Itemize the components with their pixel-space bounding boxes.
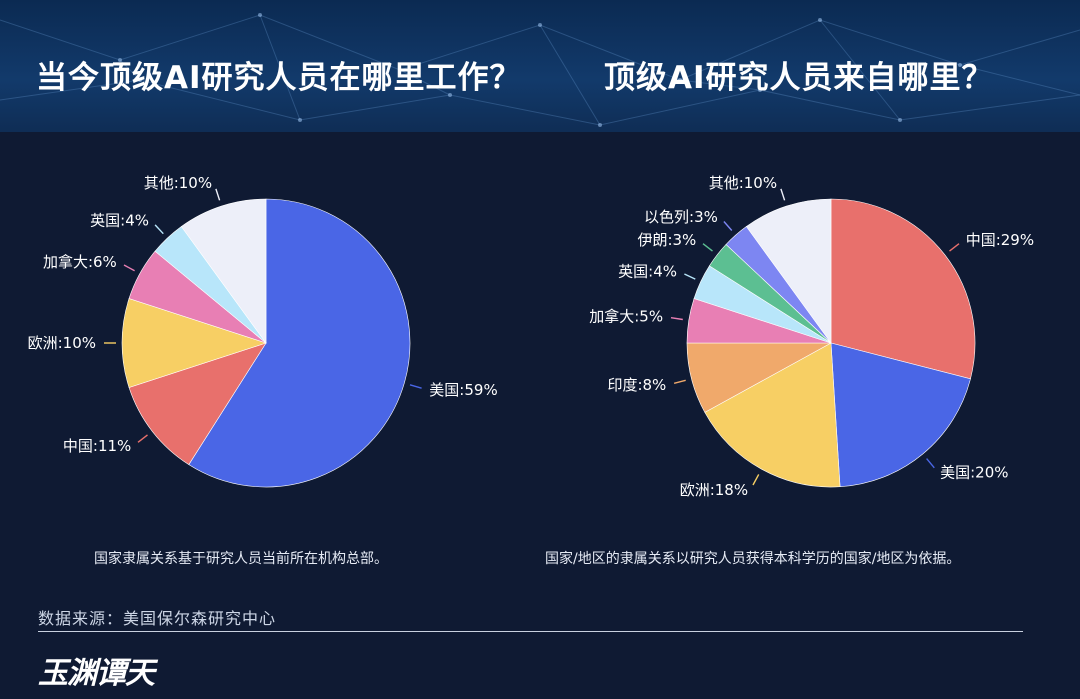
pie-slice	[830, 342, 971, 488]
chart-note-right: 国家/地区的隶属关系以研究人员获得本科学历的国家/地区为依据。	[545, 551, 961, 567]
pie-slice	[704, 342, 841, 488]
slice-label: 美国:59%	[429, 381, 497, 399]
slice-label: 以色列:3%	[644, 208, 718, 226]
leader-line	[723, 221, 733, 231]
slice-label: 加拿大:6%	[43, 253, 117, 271]
pie-chart-left: 美国:59% 中国:11% 欧洲:10% 加拿大:6% 英国:4% 其他:10%	[28, 174, 498, 488]
slice-label: 英国:4%	[618, 263, 677, 281]
leader-line	[154, 224, 164, 235]
pie-slice	[128, 342, 267, 465]
chart-title-left: 当今顶级AI研究人员在哪里工作？	[36, 60, 522, 96]
pie-slice	[188, 198, 411, 488]
data-source: 数据来源：美国保尔森研究中心	[38, 609, 277, 628]
slice-label: 欧洲:18%	[680, 481, 748, 499]
chart-note-left: 国家隶属关系基于研究人员当前所在机构总部。	[94, 551, 388, 567]
pie-slice	[180, 198, 267, 344]
chart-title-right: 顶级AI研究人员来自哪里？	[604, 60, 994, 96]
network-pattern-decoration	[0, 13, 1080, 127]
header-banner	[0, 0, 1080, 132]
leader-line	[137, 434, 148, 443]
slice-label: 中国:11%	[63, 437, 131, 455]
slice-label: 加拿大:5%	[589, 308, 663, 326]
slice-label: 其他:10%	[709, 174, 777, 192]
leader-line	[123, 264, 135, 272]
slice-label: 美国:20%	[940, 463, 1008, 481]
slice-label: 印度:8%	[607, 376, 666, 394]
leader-line	[702, 243, 713, 252]
slice-label: 欧洲:10%	[28, 334, 96, 352]
slice-label: 中国:29%	[966, 231, 1034, 249]
slice-label: 英国:4%	[90, 212, 149, 230]
leader-line	[670, 317, 683, 321]
slice-label: 伊朗:3%	[637, 231, 696, 249]
footer-divider	[38, 631, 1023, 632]
leader-line	[780, 188, 786, 201]
leader-line	[409, 384, 422, 389]
pie-slice	[121, 298, 267, 388]
leader-line	[684, 273, 696, 280]
leader-line	[215, 188, 221, 201]
brand-logo: 玉渊谭天	[38, 656, 155, 691]
pie-slice	[830, 198, 976, 380]
leader-line	[673, 379, 686, 384]
leader-line	[949, 243, 960, 252]
pie-slice	[745, 198, 832, 344]
leader-line	[926, 458, 935, 469]
pie-chart-right: 中国:29% 美国:20% 欧洲:18% 印度:8% 加拿大:5% 英国:4% 伊朗:3% 以…	[589, 174, 1034, 499]
slice-label: 其他:10%	[144, 174, 212, 192]
leader-line	[752, 474, 760, 486]
